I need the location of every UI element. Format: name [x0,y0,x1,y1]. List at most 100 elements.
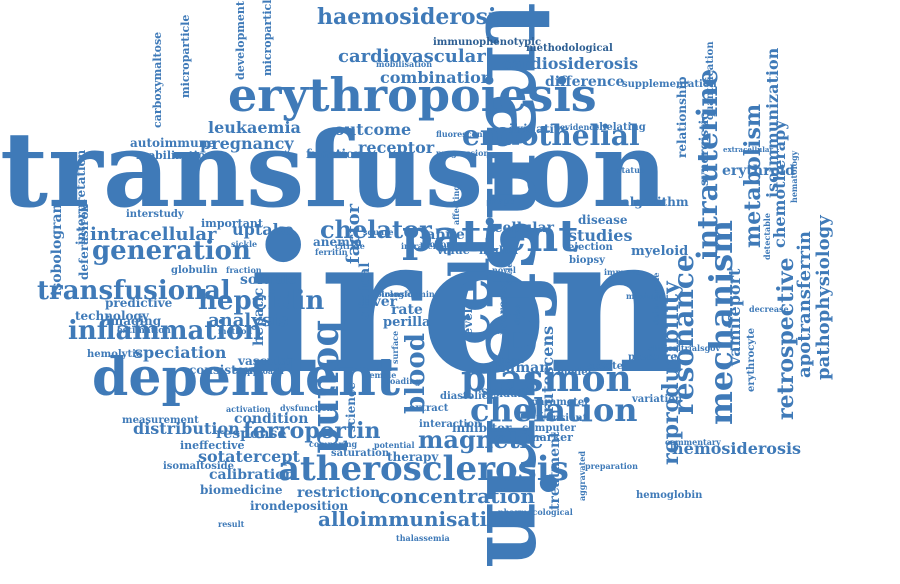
cloud-word: ineffective [180,439,245,452]
cloud-word: ferroportin [243,418,381,444]
cloud-word: fluorescent [436,129,487,139]
cloud-word: progression [436,148,490,158]
cloud-word: cellular [494,220,555,236]
cloud-word: rate [391,302,423,318]
cloud-word: aggravated [577,451,587,501]
cloud-word: commentary [665,437,721,447]
cloud-word: evidence [560,122,600,132]
cloud-word: potential [374,440,415,450]
cloud-word: consistent [189,363,259,377]
cloud-word: erythropoiesis [228,68,597,122]
cloud-word: intravenous [401,241,455,251]
cloud-word: residual [482,389,528,400]
cloud-word: globulin [171,265,218,276]
cloud-word: blood [401,333,431,414]
cloud-word: autoimmune [130,136,216,150]
cloud-word: level [461,308,475,340]
cloud-word: interaction [419,419,482,430]
cloud-word: leukaemia [208,118,301,137]
cloud-word: vamifeport [725,268,744,366]
cloud-word: iron [248,193,686,416]
cloud-word: isoimmunization [763,47,782,198]
cloud-word: dysfunction [280,403,333,413]
cloud-word: image [487,196,515,206]
cloud-word: isobologram [49,198,65,296]
cloud-word: generation [92,236,251,266]
cloud-word: minimal [626,291,664,301]
cloud-word: immune [604,267,641,277]
cloud-word: cardiovascular [338,46,486,67]
cloud-word: labile [421,227,465,243]
cloud-word: oxidative [508,122,569,136]
cloud-word: anemia [313,235,363,249]
cloud-word: fraction [226,265,262,275]
cloud-word: clinical [357,262,373,320]
cloud-word: dose [512,304,522,325]
cloud-word: apotransferrin [794,230,815,378]
cloud-word: pathophysiology [813,215,834,380]
cloud-word: atherosclerosis [278,449,569,489]
cloud-word: ejection [568,242,613,253]
cloud-word: restriction [297,485,381,501]
cloud-word: liver [362,294,398,310]
cloud-word: intracellular [90,224,217,245]
cloud-word: carboxymaltose [151,31,164,128]
cloud-word: variation [632,394,683,405]
cloud-word: citrate [335,241,365,251]
cloud-word: ferritin [315,247,348,257]
cloud-word: soluble [240,272,297,288]
cloud-word: irondeposition [250,499,349,513]
cloud-word: transfusional [37,276,231,306]
cloud-word: cardiosiderosis [502,54,639,73]
cloud-word: concentration [378,484,535,508]
cloud-word: hemolytic [87,349,142,360]
cloud-word: outcome [334,120,412,139]
cloud-word: interstudy [126,209,184,220]
cloud-word: function [306,147,363,161]
cloud-word: pregnancy [200,134,294,153]
cloud-word: predictive [105,296,173,310]
cloud-word: immunophenotypic [433,37,542,48]
cloud-word: status [617,165,645,175]
cloud-word: transfusion [0,108,668,231]
cloud-word: plasmon [461,358,632,400]
cloud-word: method [218,326,252,336]
cloud-word: model [557,367,592,378]
cloud-word: parameter [531,397,590,408]
cloud-word: difference [545,74,625,90]
cloud-word: perilla [383,315,431,330]
cloud-word: disease [578,213,628,227]
cloud-word: chelator [320,215,432,244]
cloud-word: surface [390,330,400,364]
cloud-word: isomaltoside [163,461,235,472]
cloud-word: condition [234,411,309,427]
cloud-word: hepatic [251,287,267,346]
cloud-word: diastolic [440,391,488,402]
cloud-word: pharmacological [498,507,573,517]
cloud-word: proportion [420,239,469,249]
cloud-word: affecting [451,185,461,225]
cloud-word: hemosiderosis [672,439,802,458]
cloud-word: extracellular [723,145,774,154]
cloud-word: activation [226,404,271,414]
cloud-word: uptake [232,220,294,239]
cloud-word: inhibitor [452,421,512,435]
cloud-word: pressure [628,352,677,363]
cloud-word: response [216,426,287,442]
cloud-word: hemoglobin [636,490,703,501]
cloud-word: important [201,217,263,230]
cloud-word: sickle [231,239,258,249]
cloud-word: computer [522,423,576,434]
cloud-word: biopsy [569,255,605,266]
cloud-word: interpretation [74,149,88,245]
cloud-word: microparticles [261,0,274,76]
cloud-word: extract [409,403,449,414]
cloud-word: therapy [387,450,439,464]
cloud-word: microparticle [179,14,192,98]
cloud-word: magnetic [418,425,544,454]
cloud-word: hepcidin [198,286,325,316]
cloud-word: biomedicine [200,483,283,497]
cloud-word: dependent [92,347,400,408]
cloud-word: marker [528,431,573,444]
cloud-word: loading [387,376,421,386]
